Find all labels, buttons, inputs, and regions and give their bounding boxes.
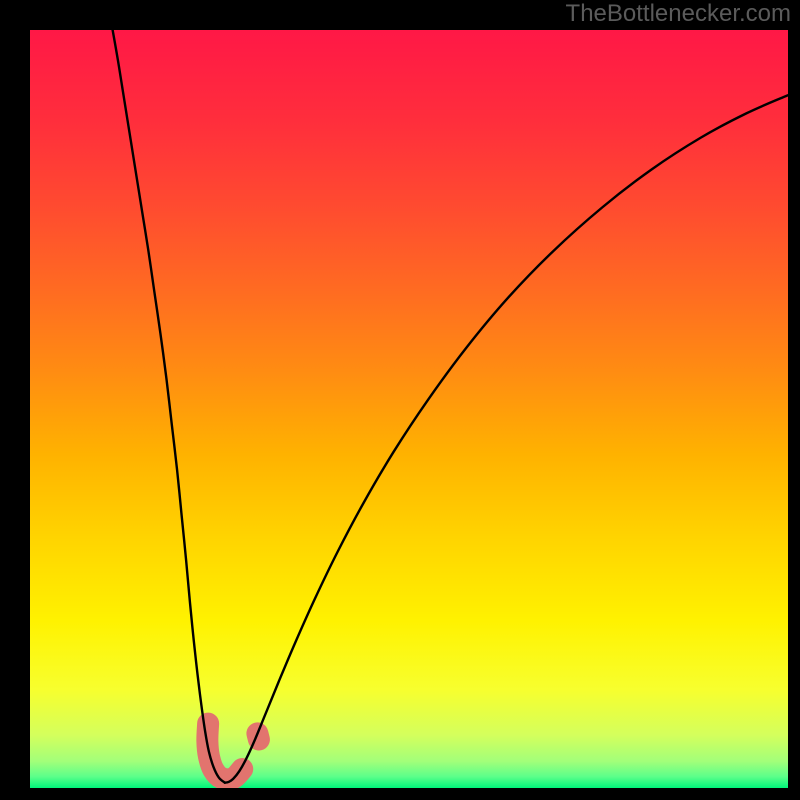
axis-border-right xyxy=(788,0,800,800)
axis-border-bottom xyxy=(0,788,800,800)
axis-border-left xyxy=(0,0,30,800)
chart-svg xyxy=(0,0,800,800)
gradient-background xyxy=(30,30,788,788)
chart-frame: TheBottlenecker.com xyxy=(0,0,800,800)
watermark-text: TheBottlenecker.com xyxy=(566,0,791,28)
